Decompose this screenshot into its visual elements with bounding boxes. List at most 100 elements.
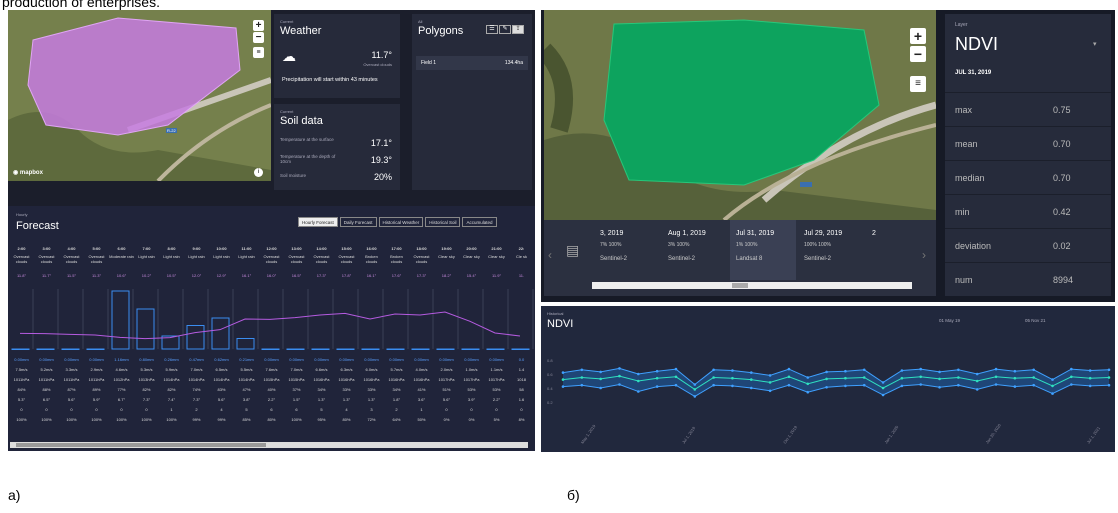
range-end[interactable]: 05 Nov 21	[1025, 318, 1046, 323]
forecast-dew-cell: 6.7°	[117, 397, 126, 402]
timeline-source: Sentinel-2	[600, 256, 628, 262]
forecast-condition: Overcast clouds	[413, 254, 430, 264]
precip-bar	[11, 348, 30, 350]
soil-row-value: 17.1°	[370, 138, 392, 148]
forecast-wind-cell: 4.0m/s	[415, 367, 428, 372]
map-b[interactable]: + − ≡	[544, 10, 936, 220]
forecast-humidity-cell: 83%	[217, 387, 226, 392]
timeline-cloud-cover: 100% 100%	[804, 242, 831, 248]
forecast-dew-cell: 1.6	[518, 397, 525, 402]
mapbox-label: mapbox	[19, 170, 43, 176]
timeline-item[interactable]: 2	[866, 220, 932, 280]
zoom-out-button[interactable]: −	[910, 46, 926, 62]
forecast-tab[interactable]: Hourly Forecast	[298, 217, 338, 227]
weather-kicker: Current	[280, 19, 294, 24]
timeline-prev-icon[interactable]: ‹	[548, 248, 552, 262]
precip-bar	[411, 348, 430, 350]
ndvi-point	[749, 386, 753, 390]
ndvi-chart: 0.8 0.6 0.4 0.2 May 1, 2019 Jul 1, 2019 Oct 1,…	[547, 358, 1111, 445]
soil-row-label: Temperature at the depth of 10cm	[280, 154, 336, 164]
timeline-cloud-cover: 7% 100%	[600, 242, 622, 248]
forecast-precip-cell: 1.16mm	[114, 357, 129, 362]
forecast-card: Hourly Forecast Hourly Forecast Daily For…	[8, 206, 535, 451]
forecast-pressure-cell: 1013hPa	[138, 377, 155, 382]
ndvi-point	[900, 369, 904, 372]
ndvi-point	[806, 390, 810, 394]
forecast-pressure-cell: 1018	[517, 377, 526, 382]
precip-bar	[486, 348, 505, 350]
forecast-time-cell: 6:00	[117, 246, 126, 251]
map-a[interactable]: + − ≡ R-22 ◉ mapbox i	[8, 10, 271, 181]
forecast-tab[interactable]: Accumulated	[462, 217, 497, 227]
forecast-temp-cell: 11.7°	[41, 273, 52, 278]
forecast-temp-cell: 18.2°	[441, 273, 452, 278]
chevron-down-icon[interactable]: ▾	[1093, 41, 1097, 48]
ndvi-point	[1070, 367, 1073, 371]
stat-value: 0.70	[1053, 139, 1071, 149]
forecast-chart	[11, 289, 534, 350]
forecast-temp-cell: 17.3°	[316, 273, 327, 278]
forecast-temp-cell: 17.3°	[416, 273, 427, 278]
forecast-precip-cell: 0.47mm	[189, 357, 204, 362]
timeline-source: Sentinel-2	[668, 256, 696, 262]
info-icon[interactable]: i	[254, 168, 263, 177]
scrollbar-thumb[interactable]	[732, 283, 748, 288]
forecast-tab[interactable]: Historical Weather	[378, 217, 424, 227]
forecast-temp-cell: 11.	[518, 273, 525, 278]
forecast-condition: Light rain	[163, 254, 180, 259]
forecast-condition: Light rain	[138, 254, 155, 259]
forecast-clouds-cell: 100%	[116, 417, 127, 422]
range-start[interactable]: 01 May 19	[939, 318, 961, 323]
upload-icon[interactable]: ⇪	[512, 25, 524, 34]
forecast-tab[interactable]: Daily Forecast	[339, 217, 377, 227]
timeline-item[interactable]: 3, 2019 7% 100% Sentinel-2	[594, 220, 660, 280]
forecast-precip-cell: 0.00mm	[389, 357, 404, 362]
ndvi-point	[618, 374, 621, 378]
precip-bar	[461, 348, 480, 350]
timeline-next-icon[interactable]: ›	[922, 248, 926, 262]
forecast-dew-cell: 2.2°	[492, 397, 501, 402]
soil-row-value: 20%	[373, 172, 392, 182]
forecast-tab[interactable]: Historical Soil	[425, 217, 461, 227]
timeline-item[interactable]: Jul 31, 2019 1% 100% Landsat 8	[730, 220, 796, 280]
ndvi-point	[1013, 385, 1017, 388]
ndvi-point	[637, 390, 640, 393]
ndvi-point	[787, 383, 791, 387]
timeline-date: Aug 1, 2019	[668, 230, 706, 237]
forecast-humidity-cell: 41%	[417, 387, 426, 392]
draw-icon[interactable]: ✎	[499, 25, 511, 34]
layer-kicker: Layer	[955, 22, 968, 28]
list-view-button[interactable]: ☰	[486, 25, 498, 34]
precip-bar	[136, 308, 155, 350]
forecast-humidity-cell: 34%	[392, 387, 401, 392]
timeline-item[interactable]: Aug 1, 2019 3% 100% Sentinel-2	[662, 220, 728, 280]
scrollbar-thumb[interactable]	[16, 443, 266, 447]
forecast-precip-cell: 0.00mm	[39, 357, 54, 362]
layers-icon[interactable]: ≡	[253, 47, 264, 58]
forecast-condition: Overcast clouds	[63, 254, 80, 264]
x-tick-label: Oct 1, 2019	[782, 424, 798, 444]
timeline-item[interactable]: Jul 29, 2019 100% 100% Sentinel-2	[798, 220, 864, 280]
calendar-icon[interactable]: ▤	[566, 242, 580, 258]
polygon-list-item[interactable]: Field 1 134.4ha	[416, 56, 528, 70]
forecast-pressure-cell: 1016hPa	[388, 377, 405, 382]
forecast-precip-cell: 0.26mm	[164, 357, 179, 362]
x-tick-label: Jul 1, 2019	[681, 425, 697, 445]
forecast-scrollbar[interactable]	[10, 442, 528, 448]
forecast-clouds-cell: 80%	[267, 417, 276, 422]
forecast-condition: Overcast clouds	[338, 254, 355, 264]
layer-select[interactable]: NDVI	[955, 34, 999, 54]
forecast-time-cell: 10:00	[216, 246, 227, 251]
ndvi-point	[938, 386, 941, 389]
zoom-in-button[interactable]: +	[253, 20, 264, 31]
timeline-scrollbar[interactable]	[592, 282, 912, 289]
forecast-pressure-cell: 1014hPa	[238, 377, 255, 382]
soil-kicker: Current	[280, 109, 294, 114]
layers-icon[interactable]: ≡	[910, 76, 926, 92]
forecast-precip-cell: 0.00mm	[14, 357, 29, 362]
zoom-in-button[interactable]: +	[910, 28, 926, 44]
forecast-uvi-cell: 6	[295, 407, 298, 412]
zoom-out-button[interactable]: −	[253, 32, 264, 43]
weather-card: Current Weather ☁ 11.7° Overcast clouds …	[274, 14, 400, 98]
forecast-time-cell: 19:00	[441, 246, 452, 251]
